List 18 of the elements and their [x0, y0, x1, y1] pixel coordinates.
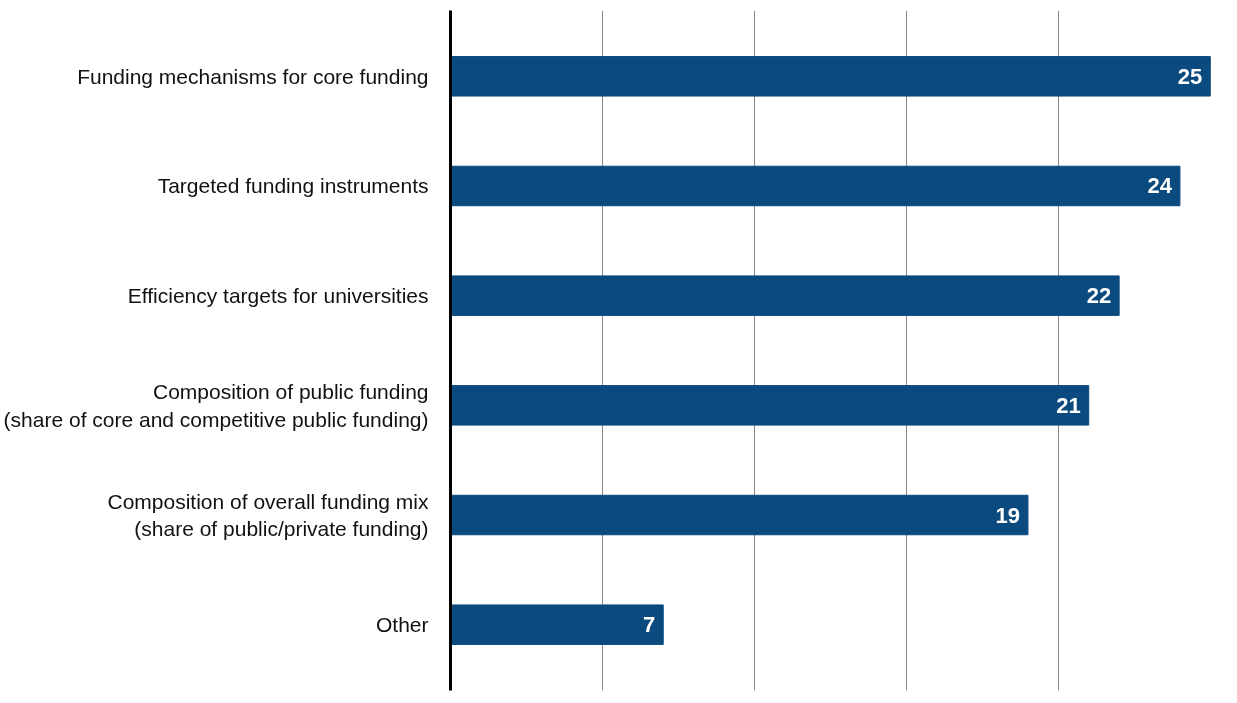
data-label: 19: [995, 502, 1020, 528]
bar: [450, 385, 1090, 426]
y-tick-label: Composition of public funding (share of core and competitive public funding): [3, 380, 429, 431]
y-tick-label: Funding mechanisms for core funding: [77, 64, 429, 88]
bar: [450, 604, 664, 645]
bar: [450, 56, 1211, 97]
bar: [450, 165, 1181, 207]
y-tick-label: Efficiency targets for universities: [127, 284, 429, 308]
data-label: 24: [1147, 173, 1173, 199]
y-tick-label: Other: [375, 613, 429, 637]
bar: [450, 275, 1120, 316]
y-tick-label: Composition of overall funding mix (share of public/private funding): [107, 489, 429, 541]
data-label: 7: [643, 612, 656, 638]
data-label: 25: [1177, 63, 1203, 89]
bar: [450, 494, 1029, 536]
data-label: 22: [1086, 283, 1112, 309]
y-tick-label: Targeted funding instruments: [157, 174, 429, 198]
data-label: 21: [1056, 392, 1081, 418]
